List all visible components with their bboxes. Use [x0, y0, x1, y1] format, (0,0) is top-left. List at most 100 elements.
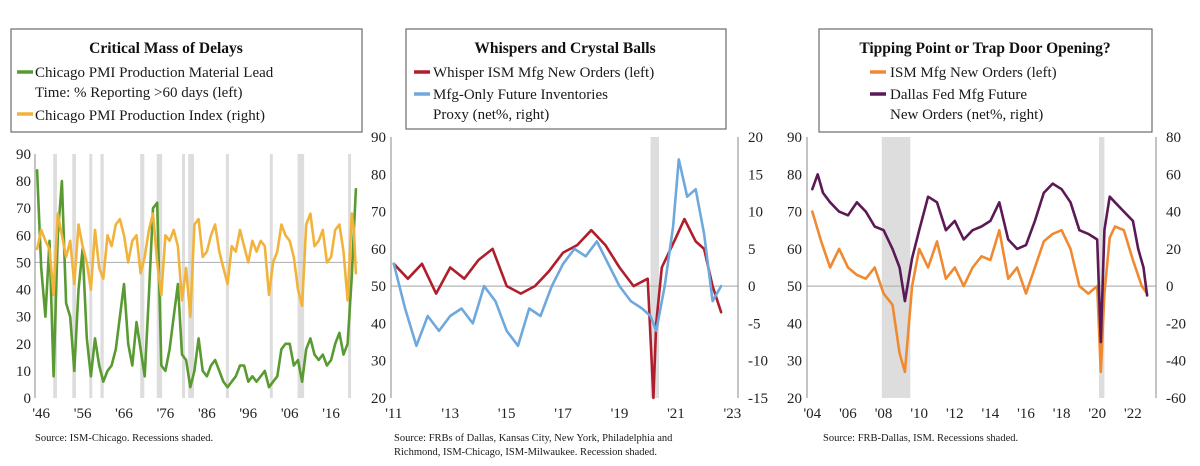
y-tick-left-3-3: 50	[787, 279, 802, 295]
chart-panel-3: Tipping Point or Trap Door Opening? ISM …	[787, 28, 1186, 444]
legend-label-1b: Chicago PMI Production Index (right)	[35, 108, 265, 124]
recession-band-1-4	[140, 154, 145, 398]
y-tick-left-1-9: 90	[16, 147, 31, 163]
y-tick-left-1-3: 30	[16, 310, 31, 326]
recession-band-1-10	[297, 154, 305, 398]
chart-title-3: Tipping Point or Trap Door Opening?	[859, 40, 1110, 57]
y-tick-right-3-2: -20	[1166, 316, 1186, 332]
y-ticks-left-1: 0 10 20 30 40 50 60 70 80 90	[16, 147, 31, 407]
y-tick-left-2-1: 30	[371, 354, 386, 370]
x-tick-3-4: '12	[946, 406, 964, 422]
recession-shading-2	[650, 137, 660, 398]
x-tick-1-2: '66	[115, 406, 133, 422]
x-tick-1-7: '16	[322, 406, 340, 422]
y-tick-left-1-7: 70	[16, 201, 31, 217]
y-tick-right-2-7: 20	[748, 130, 763, 146]
plot-series-2	[392, 158, 723, 400]
y-tick-left-2-0: 20	[371, 391, 386, 407]
x-tick-3-5: '14	[982, 406, 1000, 422]
source-note-1: Source: ISM-Chicago. Recessions shaded.	[35, 433, 213, 444]
y-tick-right-3-1: -40	[1166, 354, 1186, 370]
source-note-2-line1: Source: FRBs of Dallas, Kansas City, New…	[394, 433, 673, 444]
legend-box-2	[405, 28, 727, 130]
y-tick-right-2-4: 5	[748, 242, 756, 258]
x-tick-2-3: '17	[554, 406, 572, 422]
recession-band-3-1	[1099, 137, 1105, 398]
y-tick-left-1-8: 80	[16, 174, 31, 190]
x-tick-3-2: '08	[875, 406, 893, 422]
x-tick-1-6: '06	[281, 406, 299, 422]
y-tick-left-1-4: 40	[16, 283, 31, 299]
legend-label-1a-line2: Time: % Reporting >60 days (left)	[35, 85, 242, 101]
chart-title-1: Critical Mass of Delays	[89, 40, 243, 57]
y-tick-right-2-5: 10	[748, 205, 763, 221]
legend-label-2b-line1: Mfg-Only Future Inventories	[433, 87, 608, 103]
x-tick-3-6: '16	[1017, 406, 1035, 422]
series-line-2-1	[392, 217, 723, 400]
series-line-2-2	[392, 158, 723, 348]
recession-band-2-0	[650, 137, 660, 398]
x-tick-1-5: '96	[239, 406, 257, 422]
y-tick-left-1-5: 50	[16, 255, 31, 271]
chart-title-2: Whispers and Crystal Balls	[474, 40, 655, 57]
y-tick-right-3-6: 60	[1166, 167, 1181, 183]
y-tick-left-3-7: 90	[787, 130, 802, 146]
x-tick-3-7: '18	[1053, 406, 1071, 422]
source-note-3: Source: FRB-Dallas, ISM. Recessions shad…	[823, 433, 1018, 444]
x-tick-2-5: '21	[667, 406, 685, 422]
y-tick-left-3-2: 40	[787, 316, 802, 332]
x-tick-1-3: '76	[157, 406, 175, 422]
y-tick-right-3-7: 80	[1166, 130, 1181, 146]
y-tick-left-3-1: 30	[787, 354, 802, 370]
x-tick-3-9: '22	[1124, 406, 1142, 422]
y-ticks-right-3: -60 -40 -20 0 20 40 60 80	[1166, 130, 1186, 407]
y-tick-left-2-4: 60	[371, 242, 386, 258]
x-tick-2-4: '19	[611, 406, 629, 422]
legend-label-2a: Whisper ISM Mfg New Orders (left)	[433, 65, 654, 81]
x-ticks-1: '46 '56 '66 '76 '86 '96 '06 '16	[32, 406, 340, 422]
x-tick-2-1: '13	[441, 406, 459, 422]
source-note-2-line2: Richmond, ISM-Chicago, ISM-Milwaukee. Re…	[394, 447, 657, 458]
x-tick-1-4: '86	[198, 406, 216, 422]
y-tick-left-1-2: 20	[16, 337, 31, 353]
y-ticks-right-2: -15 -10 -5 0 5 10 15 20	[748, 130, 768, 407]
y-tick-left-2-6: 80	[371, 167, 386, 183]
y-tick-left-3-4: 60	[787, 242, 802, 258]
y-tick-left-3-5: 70	[787, 205, 802, 221]
y-tick-right-3-4: 20	[1166, 242, 1181, 258]
y-tick-right-3-0: -60	[1166, 391, 1186, 407]
x-tick-2-0: '11	[385, 406, 402, 422]
legend-label-3b-line2: New Orders (net%, right)	[890, 107, 1043, 123]
x-tick-2-2: '15	[498, 406, 516, 422]
chart-panel-2: Whispers and Crystal Balls Whisper ISM M…	[371, 28, 768, 458]
legend-label-1a-line1: Chicago PMI Production Material Lead	[35, 65, 274, 81]
legend-label-3b-line1: Dallas Fed Mfg Future	[890, 87, 1027, 103]
x-tick-1-1: '56	[74, 406, 92, 422]
y-tick-left-1-6: 60	[16, 228, 31, 244]
x-tick-1-0: '46	[32, 406, 50, 422]
series-line-1-2	[35, 212, 358, 319]
y-tick-left-1-0: 0	[24, 391, 32, 407]
series-line-3-1	[810, 210, 1149, 374]
chart-panel-1: Critical Mass of Delays Chicago PMI Prod…	[10, 28, 363, 444]
y-ticks-left-3: 20 30 40 50 60 70 80 90	[787, 130, 802, 407]
y-tick-right-2-1: -10	[748, 354, 768, 370]
y-tick-left-2-2: 40	[371, 316, 386, 332]
x-ticks-2: '11 '13 '15 '17 '19 '21 '23	[385, 406, 741, 422]
y-tick-right-2-0: -15	[748, 391, 768, 407]
y-tick-left-2-3: 50	[371, 279, 386, 295]
legend-box-3	[818, 28, 1153, 133]
series-line-1-1	[35, 169, 358, 389]
x-ticks-3: '04 '06 '08 '10 '12 '14 '16 '18 '20 '22	[803, 406, 1141, 422]
x-tick-2-6: '23	[724, 406, 742, 422]
y-tick-left-3-6: 80	[787, 167, 802, 183]
y-tick-left-3-0: 20	[787, 391, 802, 407]
x-tick-3-1: '06	[839, 406, 857, 422]
x-tick-3-0: '04	[803, 406, 821, 422]
y-tick-left-1-1: 10	[16, 364, 31, 380]
legend-box-1	[10, 28, 363, 133]
x-tick-3-8: '20	[1088, 406, 1106, 422]
legend-label-2b-line2: Proxy (net%, right)	[433, 107, 549, 123]
y-tick-right-2-6: 15	[748, 167, 763, 183]
